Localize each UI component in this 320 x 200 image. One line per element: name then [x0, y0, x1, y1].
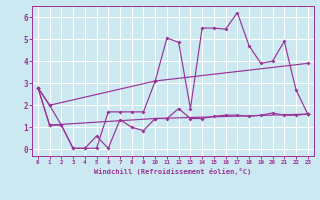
X-axis label: Windchill (Refroidissement éolien,°C): Windchill (Refroidissement éolien,°C): [94, 168, 252, 175]
